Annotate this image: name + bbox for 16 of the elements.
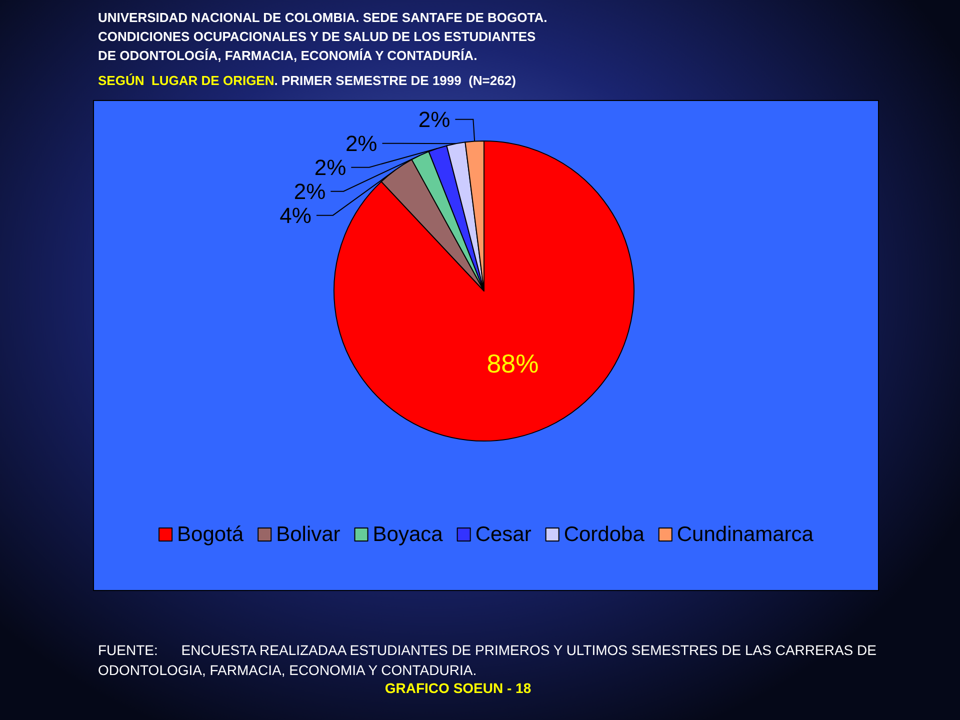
legend-label: Bogotá: [177, 523, 244, 546]
data-label: 2%: [418, 106, 450, 132]
data-label: 2%: [345, 130, 378, 156]
source-note: FUENTE: ENCUESTA REALIZADAA ESTUDIANTES DE PRIMEROS Y ULTIMOS SEMESTRES DE LAS CARRERAS DE ODONTOLOGIA, FARMACIA, ECONOMIA Y CONTADURIA.: [98, 641, 878, 680]
legend-label: Bolivar: [276, 523, 340, 546]
text: GRAFICO SOEUN - 18: [384, 680, 532, 696]
data-label: 2%: [314, 154, 346, 180]
data-label: 4%: [280, 202, 312, 228]
data-label: 88%: [486, 348, 539, 379]
legend-label: Boyaca: [372, 523, 444, 546]
legend-label: Cordoba: [564, 523, 645, 546]
legend-label: Cundinamarca: [676, 523, 814, 546]
data-label: 2%: [294, 178, 326, 204]
legend-label: Cesar: [475, 523, 532, 546]
chart-title: UNIVERSIDAD NACIONAL DE COLOMBIA. SEDE SANTAFE DE BOGOTA. CONDICIONES OCUPACIONALES Y DE SALUD DE LOS ESTUDIANTES DE ODONTOLOGÍA, FARMACIA, ECONOMÍA Y CONTADURÍA.: [98, 9, 548, 65]
chart-subtitle: SEGÚN LUGAR DE ORIGEN. PRIMER SEMESTRE DE 1999 (N=262): [98, 73, 516, 88]
